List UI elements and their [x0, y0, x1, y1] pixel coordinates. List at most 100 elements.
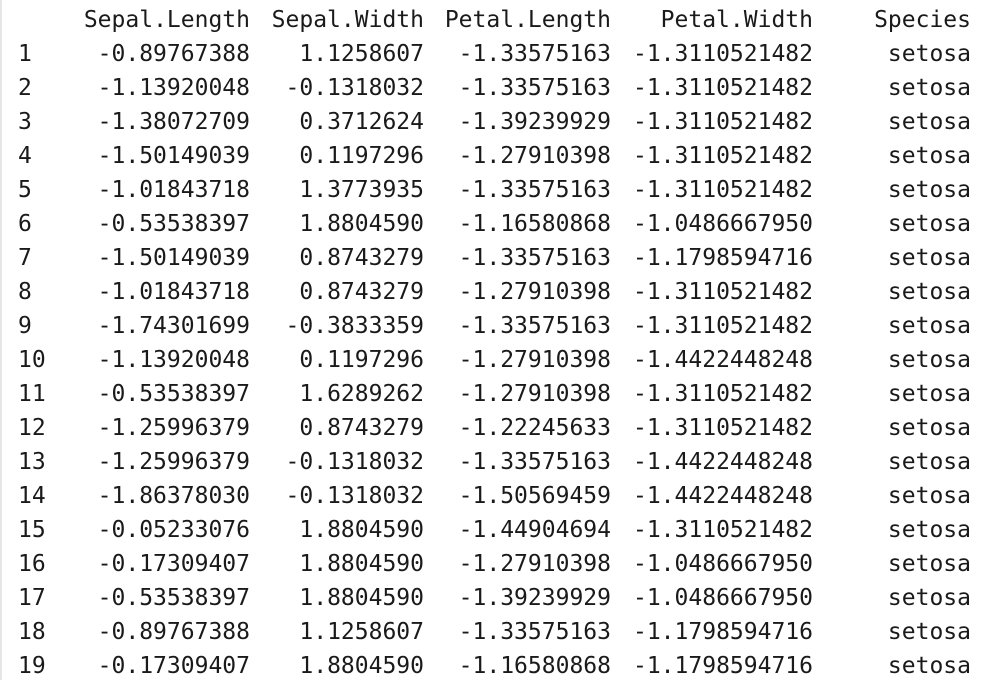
species-cell: setosa: [887, 75, 971, 101]
table-row: 2 -1.13920048 -0.1318032 -1.33575163 -1.3110…: [18, 71, 971, 105]
sepal-width-cell: 1.6289262: [299, 381, 424, 407]
table-row: 3 -1.38072709 0.3712624 -1.39239929 -1.31105…: [18, 105, 971, 139]
petal-length-cell: -1.50569459: [458, 483, 611, 509]
petal-length-cell: -1.27910398: [458, 143, 611, 169]
row-index-cell: 2: [18, 75, 32, 101]
sepal-width-cell: 1.8804590: [299, 551, 424, 577]
row-index-cell: 13: [18, 449, 46, 475]
row-index-cell: 17: [18, 585, 46, 611]
sepal-width-cell: -0.1318032: [285, 483, 424, 509]
table-row: 17 -0.53538397 1.8804590 -1.39239929 -1.0486…: [18, 581, 971, 615]
sepal-length-cell: -0.53538397: [97, 211, 250, 237]
sepal-width-cell: 1.8804590: [299, 517, 424, 543]
petal-width-cell: -1.3110521482: [632, 415, 813, 441]
species-cell: setosa: [887, 517, 971, 543]
petal-width-cell: -1.1798594716: [632, 653, 813, 679]
table-row: 15 -0.05233076 1.8804590 -1.44904694 -1.3110…: [18, 513, 971, 547]
sepal-length-cell: -1.50149039: [97, 143, 250, 169]
petal-length-cell: -1.27910398: [458, 347, 611, 373]
sepal-width-cell: 0.8743279: [299, 279, 424, 305]
table-row: 8 -1.01843718 0.8743279 -1.27910398 -1.31105…: [18, 275, 971, 309]
sepal-length-cell: -0.17309407: [97, 653, 250, 679]
sepal-length-cell: -0.17309407: [97, 551, 250, 577]
petal-width-cell: -1.3110521482: [632, 381, 813, 407]
header-row-index: [18, 3, 74, 37]
table-row: 4 -1.50149039 0.1197296 -1.27910398 -1.31105…: [18, 139, 971, 173]
petal-width-cell: -1.3110521482: [632, 109, 813, 135]
row-index-cell: 11: [18, 381, 46, 407]
row-index-cell: 12: [18, 415, 46, 441]
petal-width-cell: -1.3110521482: [632, 41, 813, 67]
petal-width-cell: -1.1798594716: [632, 619, 813, 645]
species-cell: setosa: [887, 653, 971, 679]
species-cell: setosa: [887, 619, 971, 645]
petal-length-cell: -1.33575163: [458, 313, 611, 339]
table-header-row: Sepal.Length Sepal.Width Petal.Length Pe…: [18, 3, 971, 37]
species-cell: setosa: [887, 381, 971, 407]
row-index-cell: 4: [18, 143, 32, 169]
sepal-length-cell: -0.05233076: [97, 517, 250, 543]
petal-length-cell: -1.16580868: [458, 653, 611, 679]
petal-length-cell: -1.44904694: [458, 517, 611, 543]
petal-width-cell: -1.3110521482: [632, 279, 813, 305]
table-row: 11 -0.53538397 1.6289262 -1.27910398 -1.3110…: [18, 377, 971, 411]
sepal-width-cell: 1.8804590: [299, 211, 424, 237]
petal-length-cell: -1.33575163: [458, 177, 611, 203]
sepal-length-cell: -1.25996379: [97, 449, 250, 475]
row-index-cell: 3: [18, 109, 32, 135]
table-row: 9 -1.74301699 -0.3833359 -1.33575163 -1.3110…: [18, 309, 971, 343]
petal-width-cell: -1.3110521482: [632, 313, 813, 339]
species-cell: setosa: [887, 483, 971, 509]
petal-width-cell: -1.0486667950: [632, 585, 813, 611]
sepal-length-cell: -1.01843718: [97, 177, 250, 203]
table-row: 18 -0.89767388 1.1258607 -1.33575163 -1.1798…: [18, 615, 971, 649]
petal-width-cell: -1.3110521482: [632, 517, 813, 543]
species-cell: setosa: [887, 347, 971, 373]
species-cell: setosa: [887, 41, 971, 67]
sepal-length-cell: -1.01843718: [97, 279, 250, 305]
species-cell: setosa: [887, 177, 971, 203]
row-index-cell: 16: [18, 551, 46, 577]
petal-width-cell: -1.4422448248: [632, 483, 813, 509]
sepal-width-cell: 1.8804590: [299, 585, 424, 611]
table-row: 13 -1.25996379 -0.1318032 -1.33575163 -1.442…: [18, 445, 971, 479]
sepal-width-cell: 1.1258607: [299, 41, 424, 67]
row-index-cell: 7: [18, 245, 32, 271]
table-row: 1 -0.89767388 1.1258607 -1.33575163 -1.31105…: [18, 37, 971, 71]
species-cell: setosa: [887, 449, 971, 475]
petal-width-cell: -1.3110521482: [632, 75, 813, 101]
table-row: 10 -1.13920048 0.1197296 -1.27910398 -1.4422…: [18, 343, 971, 377]
table-row: 5 -1.01843718 1.3773935 -1.33575163 -1.31105…: [18, 173, 971, 207]
row-index-cell: 18: [18, 619, 46, 645]
petal-width-cell: -1.4422448248: [632, 347, 813, 373]
sepal-length-cell: -0.89767388: [97, 619, 250, 645]
petal-length-cell: -1.33575163: [458, 41, 611, 67]
petal-length-cell: -1.22245633: [458, 415, 611, 441]
table-row: 7 -1.50149039 0.8743279 -1.33575163 -1.17985…: [18, 241, 971, 275]
header-sepal-width: Sepal.Width: [271, 7, 424, 33]
sepal-length-cell: -1.13920048: [97, 347, 250, 373]
petal-length-cell: -1.39239929: [458, 109, 611, 135]
header-petal-length: Petal.Length: [444, 7, 611, 33]
sepal-width-cell: -0.3833359: [285, 313, 424, 339]
header-sepal-length: Sepal.Length: [83, 7, 250, 33]
species-cell: setosa: [887, 279, 971, 305]
species-cell: setosa: [887, 313, 971, 339]
table-row: 12 -1.25996379 0.8743279 -1.22245633 -1.3110…: [18, 411, 971, 445]
row-index-cell: 15: [18, 517, 46, 543]
row-index-cell: 8: [18, 279, 32, 305]
row-index-cell: 10: [18, 347, 46, 373]
data-frame-table: Sepal.Length Sepal.Width Petal.Length Pe…: [18, 3, 971, 683]
sepal-width-cell: -0.1318032: [285, 75, 424, 101]
petal-length-cell: -1.39239929: [458, 585, 611, 611]
sepal-length-cell: -1.74301699: [97, 313, 250, 339]
sepal-length-cell: -0.89767388: [97, 41, 250, 67]
sepal-length-cell: -1.38072709: [97, 109, 250, 135]
sepal-width-cell: 0.8743279: [299, 245, 424, 271]
sepal-width-cell: 0.8743279: [299, 415, 424, 441]
sepal-length-cell: -1.50149039: [97, 245, 250, 271]
row-index-cell: 1: [18, 41, 32, 67]
table-row: 6 -0.53538397 1.8804590 -1.16580868 -1.04866…: [18, 207, 971, 241]
sepal-width-cell: 0.1197296: [299, 143, 424, 169]
